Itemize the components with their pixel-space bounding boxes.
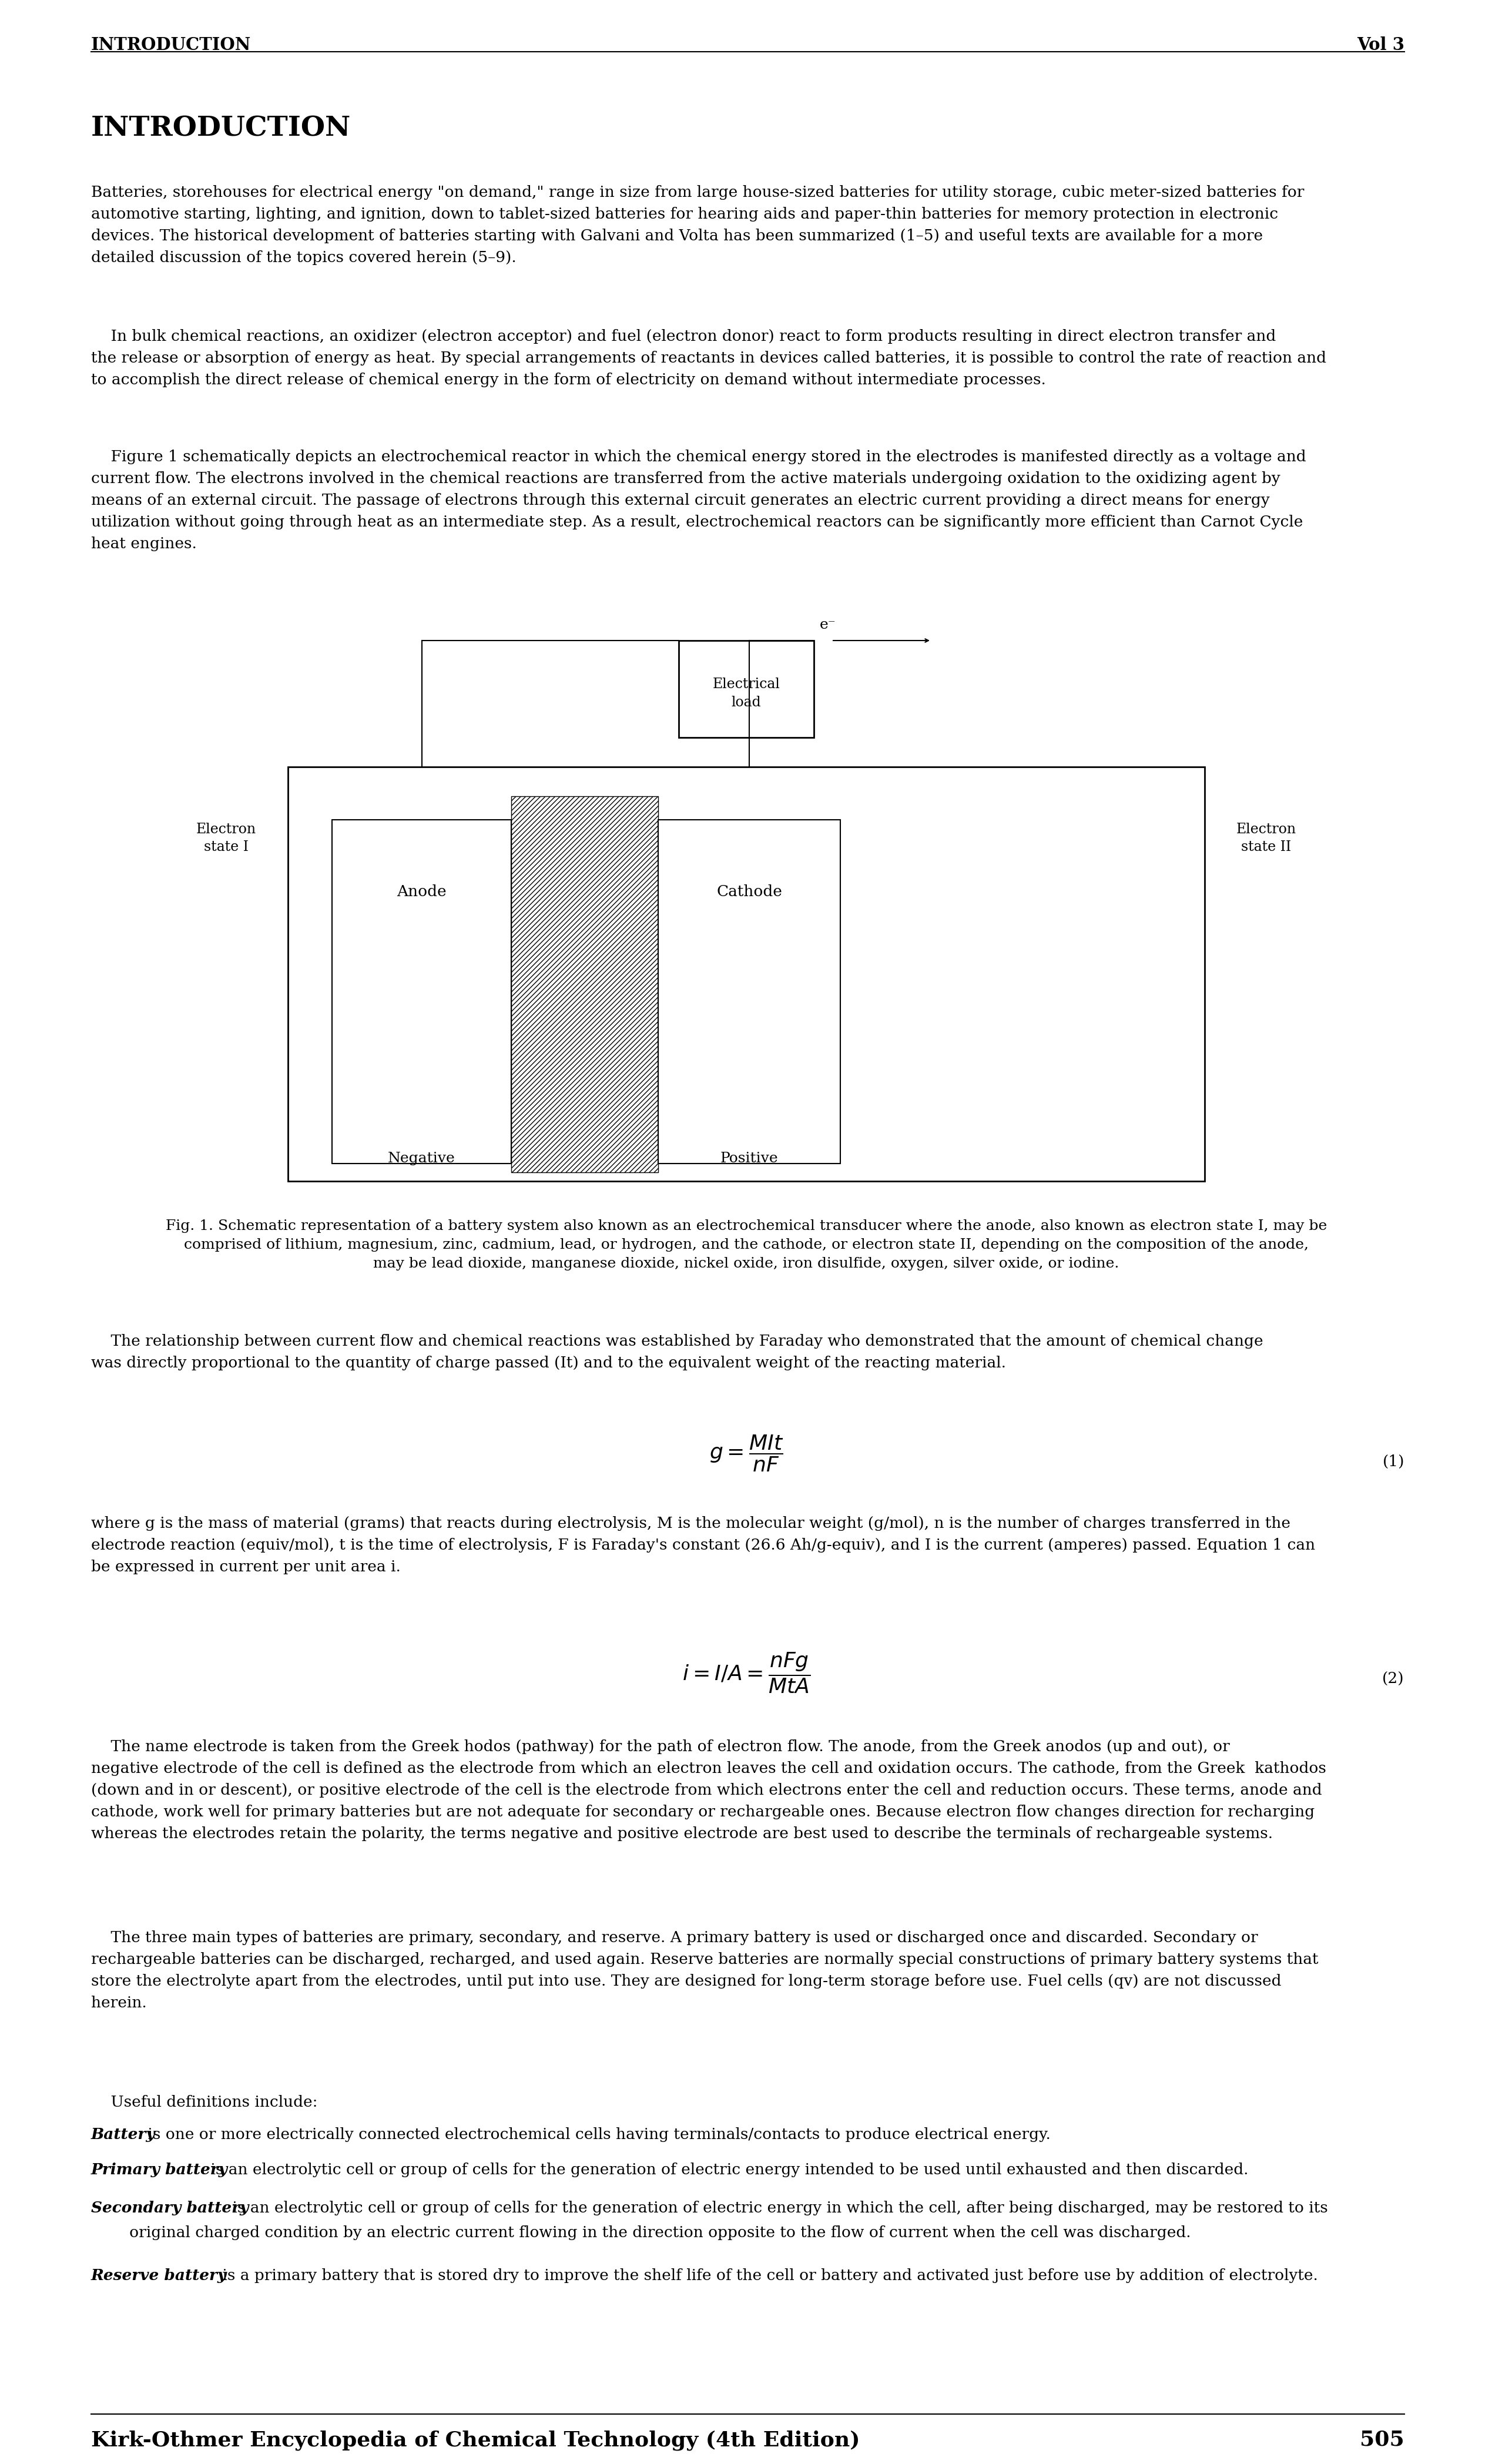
Text: Battery: Battery (91, 2126, 155, 2141)
Text: (2): (2) (1382, 1673, 1404, 1685)
Text: Positive: Positive (721, 1151, 779, 1165)
Text: Useful definitions include:: Useful definitions include: (91, 2094, 318, 2109)
Text: Electron
state I: Electron state I (197, 823, 257, 855)
Text: In bulk chemical reactions, an oxidizer (electron acceptor) and fuel (electron d: In bulk chemical reactions, an oxidizer … (91, 330, 1326, 387)
Bar (679, 641, 813, 737)
Text: Negative: Negative (388, 1151, 455, 1165)
Bar (333, 821, 512, 1163)
Text: is an electrolytic cell or group of cells for the generation of electric energy : is an electrolytic cell or group of cell… (206, 2163, 1249, 2178)
Text: e⁻: e⁻ (819, 618, 836, 631)
Text: original charged condition by an electric current flowing in the direction oppos: original charged condition by an electri… (115, 2225, 1191, 2240)
Bar (658, 821, 840, 1163)
Text: Secondary battery: Secondary battery (91, 2200, 249, 2215)
Text: Figure 1 schematically depicts an electrochemical reactor in which the chemical : Figure 1 schematically depicts an electr… (91, 448, 1306, 552)
Text: $g = \dfrac{MIt}{nF}$: $g = \dfrac{MIt}{nF}$ (709, 1434, 783, 1473)
Text: Cathode: Cathode (716, 885, 782, 899)
Bar (512, 796, 658, 1173)
Text: $i = I/A = \dfrac{nFg}{MtA}$: $i = I/A = \dfrac{nFg}{MtA}$ (682, 1651, 810, 1695)
Text: Electron
state II: Electron state II (1237, 823, 1297, 855)
Text: The relationship between current flow and chemical reactions was established by : The relationship between current flow an… (91, 1333, 1264, 1370)
Bar (288, 766, 1204, 1180)
Text: Electrical
load: Electrical load (713, 678, 780, 710)
Text: Primary battery: Primary battery (91, 2163, 228, 2178)
Text: where g is the mass of material (grams) that reacts during electrolysis, M is th: where g is the mass of material (grams) … (91, 1515, 1314, 1574)
Text: is one or more electrically connected electrochemical cells having terminals/con: is one or more electrically connected el… (143, 2126, 1050, 2141)
Text: INTRODUCTION: INTRODUCTION (91, 37, 251, 54)
Text: is a primary battery that is stored dry to improve the shelf life of the cell or: is a primary battery that is stored dry … (218, 2269, 1317, 2284)
Text: Fig. 1. Schematic representation of a battery system also known as an electroche: Fig. 1. Schematic representation of a ba… (166, 1220, 1326, 1271)
Text: Kirk-Othmer Encyclopedia of Chemical Technology (4th Edition): Kirk-Othmer Encyclopedia of Chemical Tec… (91, 2430, 859, 2449)
Text: The three main types of batteries are primary, secondary, and reserve. A primary: The three main types of batteries are pr… (91, 1929, 1319, 2011)
Text: Batteries, storehouses for electrical energy "on demand," range in size from lar: Batteries, storehouses for electrical en… (91, 185, 1304, 266)
Text: 505: 505 (1359, 2430, 1404, 2449)
Text: The name electrode is taken from the Greek hodos (pathway) for the path of elect: The name electrode is taken from the Gre… (91, 1740, 1326, 1841)
Text: (1): (1) (1383, 1454, 1404, 1469)
Text: Anode: Anode (397, 885, 446, 899)
Text: is an electrolytic cell or group of cells for the generation of electric energy : is an electrolytic cell or group of cell… (227, 2200, 1328, 2215)
Text: INTRODUCTION: INTRODUCTION (91, 116, 351, 140)
Text: Vol 3: Vol 3 (1356, 37, 1404, 54)
Text: Reserve battery: Reserve battery (91, 2269, 227, 2284)
